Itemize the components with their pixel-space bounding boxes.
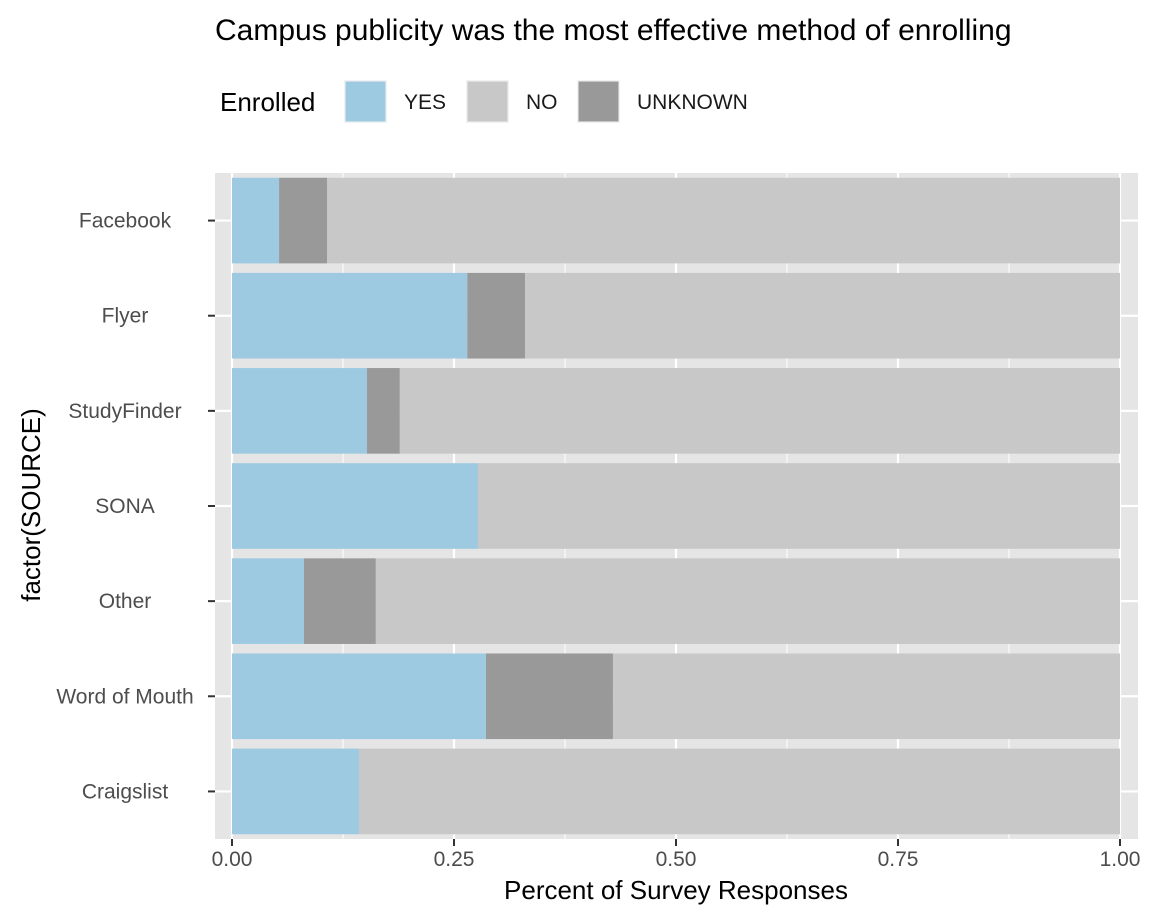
bar-craigslist-no bbox=[358, 748, 1120, 835]
plot-panel bbox=[215, 173, 1138, 839]
bar-flyer-no bbox=[525, 272, 1120, 359]
legend-item-yes: YES bbox=[344, 80, 446, 123]
bar-craigslist-yes bbox=[232, 748, 359, 835]
chart-title: Campus publicity was the most effective … bbox=[215, 14, 1012, 47]
legend-title: Enrolled bbox=[220, 87, 315, 117]
legend-label: NO bbox=[526, 91, 558, 114]
bar-facebook-unknown bbox=[279, 177, 328, 264]
legend-label: YES bbox=[404, 91, 446, 114]
legend-swatch bbox=[345, 81, 386, 122]
bar-studyfinder-unknown bbox=[366, 368, 400, 454]
bar-flyer-yes bbox=[232, 272, 468, 359]
x-axis: 0.00 0.25 0.50 0.75 1.00 bbox=[212, 839, 1141, 871]
bar-studyfinder-no bbox=[399, 368, 1120, 454]
bar-facebook-yes bbox=[232, 177, 280, 264]
x-tick-label: 1.00 bbox=[1100, 848, 1141, 871]
bar-other-unknown bbox=[303, 558, 376, 644]
y-tick-label: Facebook bbox=[79, 210, 172, 233]
bar-other-no bbox=[375, 558, 1121, 644]
bar-sona-yes bbox=[232, 463, 478, 549]
x-tick-label: 0.75 bbox=[878, 848, 919, 871]
bar-facebook-no bbox=[327, 177, 1120, 264]
legend: Enrolled YES NO UNKNOWN bbox=[220, 80, 748, 123]
y-axis-title: factor(SOURCE) bbox=[16, 408, 46, 602]
y-tick-label: SONA bbox=[95, 495, 155, 518]
y-tick-label: Word of Mouth bbox=[56, 685, 193, 708]
y-tick-label: StudyFinder bbox=[68, 400, 181, 423]
x-axis-title: Percent of Survey Responses bbox=[504, 875, 848, 905]
legend-label: UNKNOWN bbox=[637, 91, 748, 114]
bars bbox=[232, 177, 1121, 835]
bar-other-yes bbox=[232, 558, 304, 644]
y-tick-label: Craigslist bbox=[82, 780, 169, 803]
bar-word-of-mouth-unknown bbox=[485, 653, 613, 740]
legend-swatch bbox=[467, 81, 508, 122]
legend-item-no: NO bbox=[466, 80, 558, 123]
x-tick-label: 0.25 bbox=[434, 848, 475, 871]
legend-swatch bbox=[578, 81, 619, 122]
x-tick-label: 0.50 bbox=[656, 848, 697, 871]
legend-item-unknown: UNKNOWN bbox=[577, 80, 748, 123]
x-tick-label: 0.00 bbox=[212, 848, 253, 871]
bar-flyer-unknown bbox=[467, 272, 526, 359]
bar-studyfinder-yes bbox=[232, 368, 367, 454]
bar-word-of-mouth-no bbox=[612, 653, 1120, 740]
y-axis: Facebook Flyer StudyFinder SONA Other Word of… bbox=[56, 210, 215, 803]
bar-sona-no bbox=[477, 463, 1120, 549]
y-tick-label: Flyer bbox=[102, 305, 149, 328]
y-tick-label: Other bbox=[99, 590, 152, 613]
bar-word-of-mouth-yes bbox=[232, 653, 486, 740]
